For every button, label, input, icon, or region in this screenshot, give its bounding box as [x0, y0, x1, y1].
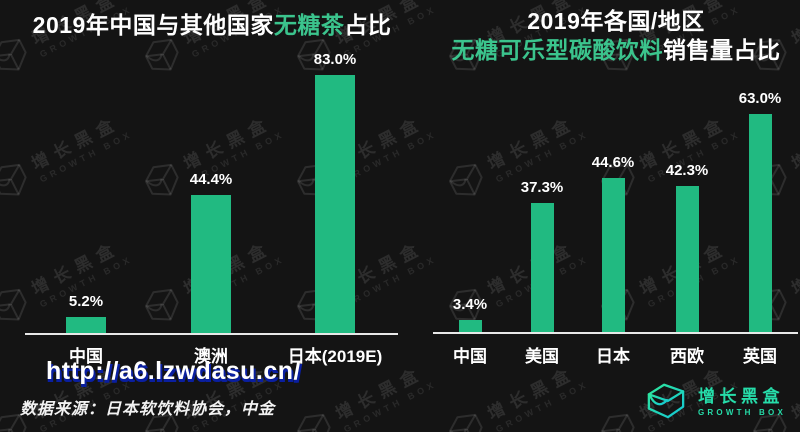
url-watermark: http://a6.lzwdasu.cn/ — [46, 357, 301, 385]
bar-value-label: 83.0% — [313, 51, 357, 68]
title-text: 2019年各国/地区 — [527, 8, 705, 34]
title-text: 占比 — [344, 12, 392, 38]
logo-brand-cn: 增长黑盒 — [698, 387, 784, 406]
bar-value-label: 63.0% — [738, 90, 782, 107]
bar-value-label: 42.3% — [665, 162, 709, 179]
watermark-brand-cn: 增长黑盒 — [788, 362, 800, 424]
axis-category-label: 中国 — [69, 347, 103, 366]
bar-美国 — [530, 203, 554, 332]
title-highlight-text: 无糖可乐型碳酸饮料 — [451, 37, 663, 63]
bar-中国 — [458, 320, 482, 332]
watermark-cube-icon — [440, 404, 496, 432]
bar-日本(2019E) — [315, 75, 355, 333]
title-highlight-text: 无糖茶 — [273, 12, 345, 38]
bar-value-label: 44.4% — [189, 171, 233, 188]
axis-category-label: 英国 — [743, 347, 777, 366]
growthbox-cube-icon — [643, 380, 689, 425]
axis-category-label: 西欧 — [670, 347, 704, 366]
axis-category-label: 中国 — [453, 347, 487, 366]
growthbox-logo-text: 增长黑盒 GROWTH BOX — [698, 388, 786, 417]
chart-right-title: 2019年各国/地区 无糖可乐型碳酸饮料销售量占比 — [432, 7, 800, 65]
chart-title-line: 2019年中国与其他国家无糖茶占比 — [0, 11, 424, 40]
watermark-brand-cn: 增长黑盒 — [484, 362, 579, 424]
chart-right-plot: 3.4% 37.3% 44.6% 42.3% 63.0% — [433, 50, 798, 334]
bar-value-label: 37.3% — [520, 179, 564, 196]
axis-category-label: 澳洲 — [194, 347, 228, 366]
title-text: 2019年中国与其他国家 — [32, 12, 274, 38]
bar-英国 — [748, 114, 772, 332]
title-text: 销售量占比 — [663, 37, 781, 63]
watermark-brand-en: GROWTH BOX — [493, 378, 591, 432]
axis-category-label: 美国 — [525, 347, 559, 366]
watermark-brand-cn: 增长黑盒 — [332, 362, 427, 424]
bar-澳洲 — [191, 195, 231, 333]
chart-left-axis-labels: 中国 澳洲 日本(2019E) — [25, 342, 398, 368]
bar-中国 — [66, 317, 106, 333]
bar-西欧 — [675, 186, 699, 332]
watermark-brand-en: GROWTH BOX — [341, 378, 439, 432]
axis-category-label: 日本 — [596, 347, 630, 366]
axis-category-label: 日本(2019E) — [287, 347, 383, 366]
chart-left-plot: 5.2% 44.4% 83.0% — [25, 50, 398, 335]
logo-brand-en: GROWTH BOX — [698, 408, 786, 417]
chart-left-title: 2019年中国与其他国家无糖茶占比 — [0, 11, 424, 40]
watermark-cube-icon — [288, 404, 344, 432]
bar-日本 — [601, 178, 625, 332]
source-note: 数据来源：日本软饮料协会，中金 — [20, 401, 276, 418]
chart-right-axis-labels: 中国 美国 日本 西欧 英国 — [433, 342, 798, 368]
bar-value-label: 44.6% — [591, 154, 635, 171]
bar-value-label: 3.4% — [452, 296, 488, 313]
watermark-cube-icon — [592, 404, 648, 432]
chart-title-line: 无糖可乐型碳酸饮料销售量占比 — [432, 36, 800, 65]
chart-title-line: 2019年各国/地区 — [432, 7, 800, 36]
growthbox-logo: 增长黑盒 GROWTH BOX — [643, 380, 786, 425]
bar-value-label: 5.2% — [68, 293, 104, 310]
